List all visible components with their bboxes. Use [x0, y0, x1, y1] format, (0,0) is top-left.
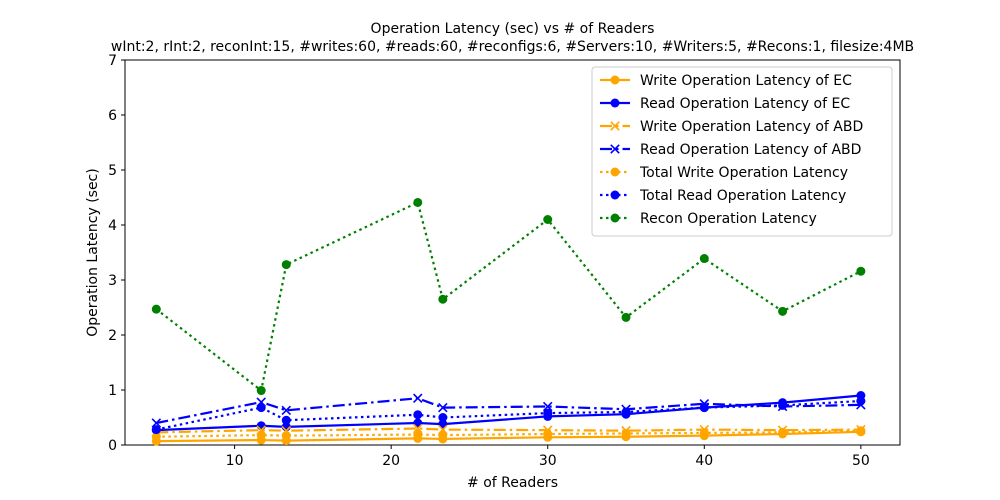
data-point — [281, 415, 291, 425]
legend-label: Total Write Operation Latency — [639, 165, 848, 181]
data-point — [778, 400, 788, 410]
x-axis-title: # of Readers — [467, 475, 558, 491]
legend-marker — [610, 75, 620, 85]
x-tick-label: 40 — [695, 453, 713, 469]
data-point — [256, 403, 266, 413]
data-point — [256, 421, 266, 431]
legend-entry: Total Read Operation Latency — [600, 188, 846, 204]
data-point — [856, 426, 866, 436]
y-tick-label: 5 — [108, 163, 117, 179]
legend-marker — [610, 144, 620, 154]
legend-entry: Write Operation Latency of ABD — [600, 119, 863, 135]
data-point-stroke-b — [281, 405, 292, 416]
legend-label: Read Operation Latency of ABD — [640, 142, 861, 158]
legend-label: Total Read Operation Latency — [639, 188, 846, 204]
x-tick-label: 10 — [226, 453, 244, 469]
y-tick-label: 1 — [108, 383, 117, 399]
series-line — [156, 430, 861, 443]
data-point — [438, 402, 448, 413]
chart-subtitle: wInt:2, rInt:2, reconInt:15, #writes:60,… — [111, 39, 914, 55]
series-line — [156, 397, 861, 425]
y-tick-label: 3 — [108, 273, 117, 289]
data-point — [778, 427, 788, 437]
x-tick-label: 50 — [852, 453, 870, 469]
y-axis-title: Operation Latency (sec) — [85, 168, 101, 336]
data-point — [621, 428, 631, 438]
legend-marker — [610, 213, 620, 223]
legend-marker — [610, 167, 620, 177]
data-point-stroke-b — [413, 393, 423, 404]
data-point — [543, 215, 553, 224]
data-point — [438, 294, 448, 304]
data-point — [413, 430, 423, 440]
data-point-stroke-b — [542, 401, 553, 412]
legend-marker — [610, 190, 620, 200]
series-6 — [151, 396, 866, 435]
legend-entry: Read Operation Latency of ABD — [600, 142, 861, 158]
legend-entry: Total Write Operation Latency — [600, 165, 848, 181]
legend-label: Recon Operation Latency — [640, 211, 817, 227]
data-point-stroke-b — [151, 418, 162, 428]
legend-marker — [610, 98, 620, 108]
legend-label: Write Operation Latency of EC — [640, 73, 852, 89]
legend-marker-stroke-b — [610, 121, 620, 131]
data-point — [151, 425, 161, 435]
y-tick-label: 7 — [108, 53, 117, 69]
legend-entry: Write Operation Latency of EC — [600, 73, 852, 89]
data-point — [621, 407, 631, 417]
data-point — [256, 386, 266, 396]
legend-frame — [591, 66, 893, 237]
series-5 — [151, 426, 866, 442]
plot-area: 10 20 30 40 50 0 1 2 3 4 5 6 7 — [108, 53, 901, 469]
data-point — [699, 254, 709, 264]
data-point — [856, 266, 866, 276]
y-tick-label: 2 — [108, 328, 117, 344]
data-point — [543, 408, 553, 418]
series-7 — [151, 197, 866, 396]
data-point — [543, 429, 553, 439]
data-point — [699, 403, 709, 413]
data-point — [413, 393, 423, 404]
data-point — [281, 431, 291, 441]
legend-entry: Recon Operation Latency — [600, 211, 817, 227]
series-line — [156, 427, 861, 434]
x-tick-label: 20 — [382, 453, 400, 469]
x-tick-label: 30 — [539, 453, 557, 469]
data-point — [281, 405, 292, 416]
data-point — [778, 306, 788, 316]
data-point — [413, 197, 423, 207]
legend-label: Write Operation Latency of ABD — [640, 119, 863, 135]
data-point — [413, 410, 423, 420]
data-point — [621, 312, 631, 322]
y-tick-label: 6 — [108, 108, 117, 124]
data-point — [151, 418, 162, 428]
data-point — [699, 428, 709, 438]
plot-frame — [124, 59, 901, 446]
y-tick-label: 4 — [108, 218, 117, 234]
legend-entry: Read Operation Latency of EC — [600, 96, 850, 112]
data-point — [438, 413, 448, 422]
data-point — [542, 401, 553, 412]
series-line — [156, 399, 861, 431]
legend-marker — [610, 121, 620, 131]
data-point — [151, 432, 161, 442]
legend-marker-stroke-b — [610, 144, 620, 154]
data-point — [856, 396, 866, 406]
data-point — [256, 430, 266, 440]
data-point-stroke-b — [438, 402, 448, 413]
data-point — [281, 260, 291, 270]
chart-title: Operation Latency (sec) vs # of Readers — [371, 21, 655, 37]
legend-label: Read Operation Latency of EC — [640, 96, 850, 112]
legend: Write Operation Latency of EC Read Operat… — [591, 66, 893, 237]
data-point — [151, 304, 161, 314]
y-tick-label: 0 — [108, 438, 117, 454]
data-point — [438, 430, 448, 440]
